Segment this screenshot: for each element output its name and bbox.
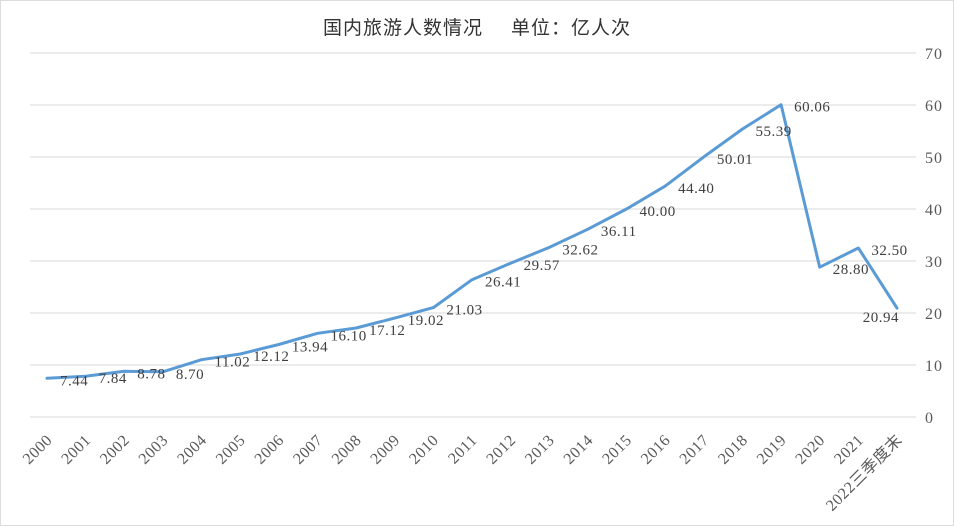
x-tick-label: 2005 [213, 432, 249, 468]
data-point-label: 32.50 [871, 243, 907, 259]
data-point-label: 11.02 [215, 355, 251, 371]
x-tick-label: 2018 [715, 432, 751, 468]
x-tick-label: 2020 [792, 432, 828, 468]
data-point-label: 26.41 [485, 275, 521, 291]
data-point-label: 12.12 [253, 349, 289, 365]
data-point-label: 55.39 [755, 124, 791, 140]
x-tick-label: 2010 [406, 432, 442, 468]
data-point-label: 60.06 [794, 100, 830, 116]
series-line [45, 103, 899, 380]
y-tick-label: 10 [925, 358, 943, 375]
x-tick-label: 2003 [136, 432, 172, 468]
y-tick-label: 20 [925, 306, 943, 323]
data-point-label: 50.01 [717, 152, 753, 168]
data-point-label: 21.03 [446, 303, 482, 319]
x-tick-label: 2015 [599, 432, 635, 468]
data-point-label: 29.57 [524, 258, 560, 274]
y-tick-label: 70 [925, 46, 943, 63]
data-point-label: 40.00 [640, 204, 676, 220]
x-tick-label: 2008 [329, 432, 365, 468]
data-point-label: 16.10 [330, 328, 366, 344]
data-point-label: 28.80 [833, 262, 869, 278]
data-point-label: 36.11 [601, 224, 637, 240]
data-point-label: 17.12 [369, 323, 405, 339]
data-point-label: 13.94 [292, 340, 328, 356]
x-tick-label: 2000 [20, 432, 56, 468]
data-point-label: 32.62 [562, 242, 598, 258]
data-point-label: 19.02 [408, 313, 444, 329]
x-tick-label: 2014 [561, 432, 597, 468]
data-point-label: 7.84 [99, 371, 127, 387]
x-tick-label: 2001 [58, 432, 94, 468]
x-tick-label: 2013 [522, 432, 558, 468]
x-tick-label: 2007 [290, 432, 326, 468]
x-tick-label: 2009 [367, 432, 403, 468]
x-tick-label: 2017 [677, 432, 713, 468]
y-tick-label: 30 [925, 254, 943, 271]
x-tick-label: 2002 [97, 432, 133, 468]
y-tick-label: 40 [925, 202, 943, 219]
data-point-label: 20.94 [863, 310, 899, 326]
x-tick-label: 2012 [483, 432, 519, 468]
x-tick-label: 2016 [638, 432, 674, 468]
x-tick-label: 2004 [174, 432, 210, 468]
x-tick-label: 2019 [754, 432, 790, 468]
x-tick-label: 2011 [445, 432, 481, 468]
y-tick-label: 60 [925, 98, 943, 115]
data-point-label: 44.40 [678, 181, 714, 197]
x-tick-label: 2006 [252, 432, 288, 468]
data-point-label: 8.70 [176, 367, 204, 383]
y-tick-label: 0 [925, 410, 934, 427]
data-point-label: 8.78 [137, 366, 165, 382]
y-tick-label: 50 [925, 150, 943, 167]
data-point-label: 7.44 [60, 373, 88, 389]
